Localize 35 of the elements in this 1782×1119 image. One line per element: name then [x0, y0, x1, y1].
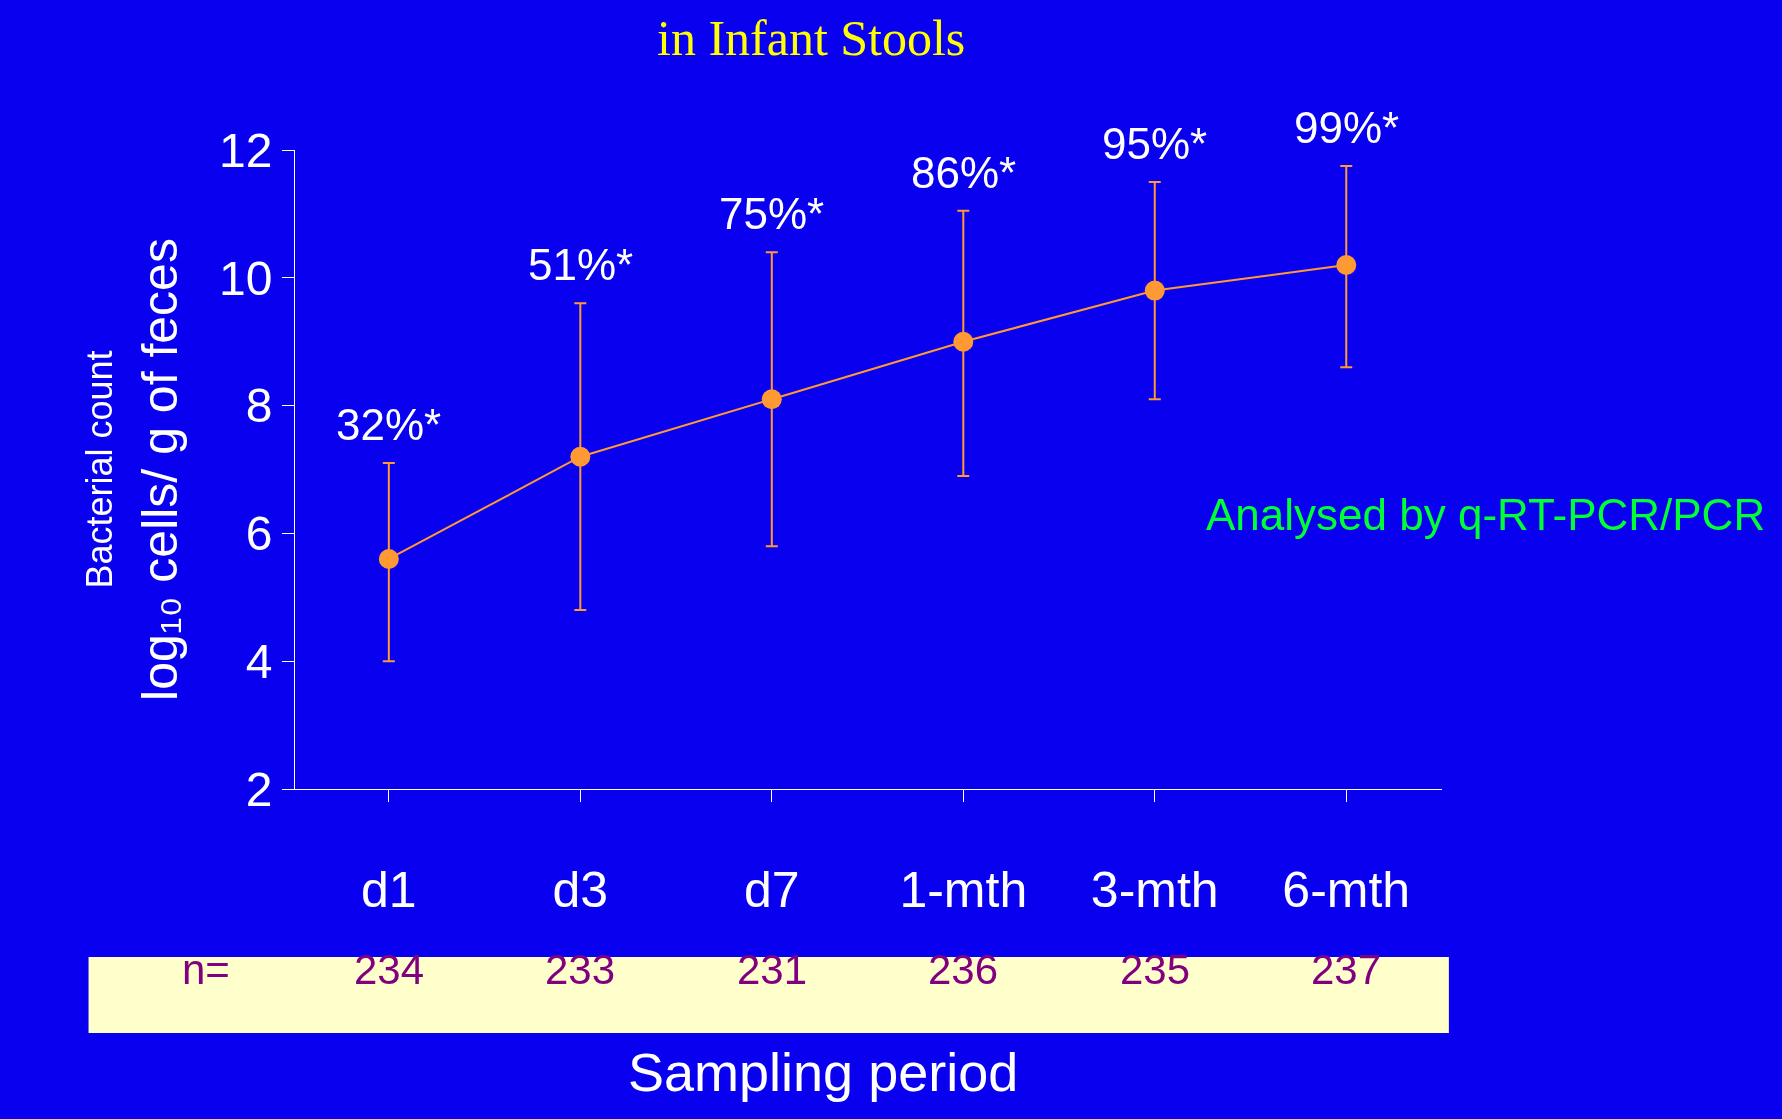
point	[953, 331, 974, 352]
annotation: 86%*	[911, 148, 1017, 197]
annotation: 99%*	[1294, 103, 1400, 152]
text: 233	[545, 946, 616, 993]
x-tick-label: d3	[552, 862, 609, 918]
x-tick-label: 3-mth	[1090, 862, 1219, 918]
point	[761, 389, 782, 410]
y-tick-label: 8	[245, 379, 273, 433]
y-tick-label: 12	[219, 123, 273, 177]
y-tick-label: 2	[245, 762, 273, 816]
text: 235	[1120, 946, 1191, 993]
text: 231	[737, 946, 808, 993]
annotation: 51%*	[528, 240, 634, 289]
x-tick-label: d7	[743, 862, 800, 918]
y-tick-label: 6	[245, 507, 273, 561]
annotation: Analysed by q-RT-PCR/PCR	[1206, 490, 1766, 539]
y-tick-label: 10	[219, 251, 273, 305]
x-axis-title: Sampling period	[628, 1042, 1019, 1102]
text: 236	[928, 946, 999, 993]
point	[1336, 255, 1357, 276]
text: 237	[1311, 946, 1382, 993]
chart-title: in Infant Stools	[657, 10, 966, 66]
x-tick-label: 6-mth	[1282, 862, 1411, 918]
text: 234	[354, 946, 425, 993]
annotation: 32%*	[336, 400, 442, 449]
point	[1144, 280, 1165, 301]
x-tick-label: d1	[361, 862, 417, 918]
annotation: 75%*	[719, 189, 825, 238]
point	[570, 446, 591, 467]
annotation: 95%*	[1102, 119, 1208, 168]
point	[378, 548, 399, 569]
y-axis-title: Bacterial count log₁₀ cells/ g of feces	[79, 238, 189, 701]
text: n=	[182, 946, 230, 993]
y-tick-label: 4	[245, 635, 273, 688]
x-tick-label: 1-mth	[899, 862, 1028, 918]
